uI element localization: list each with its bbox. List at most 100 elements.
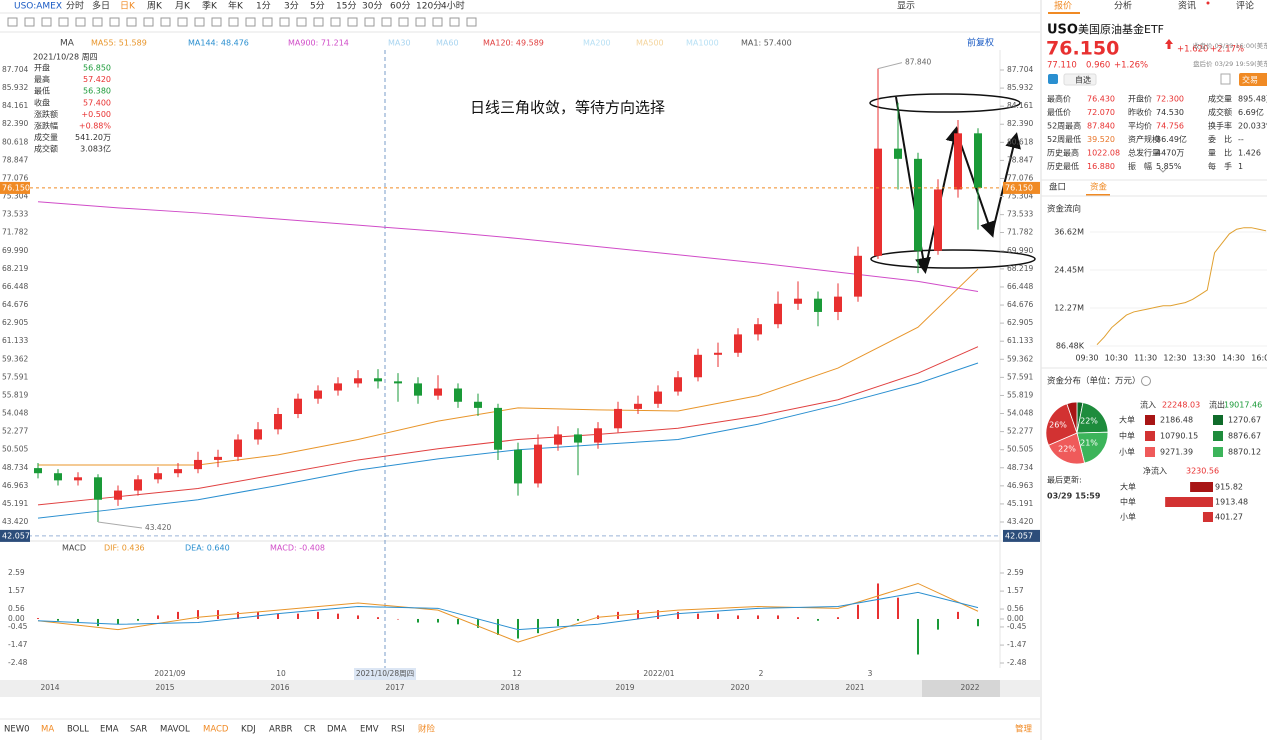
indicator-tab[interactable]: 财险 [418,724,436,735]
tool-icon[interactable] [381,17,392,27]
tool-icon[interactable] [41,17,52,27]
tool-icon[interactable] [58,17,69,27]
tool-icon[interactable] [347,17,358,27]
info-label: 最高 [34,74,50,84]
indicator-tab[interactable]: BOLL [67,725,89,735]
macd-bar [677,611,679,619]
period-tab[interactable]: 月K [175,1,191,12]
panel-tab[interactable]: 报价 [1054,0,1072,12]
watch-label[interactable]: 自选 [1075,75,1091,85]
manage-button[interactable]: 管理 [1015,724,1033,735]
period-tab[interactable]: 3分 [284,1,299,12]
period-tab[interactable]: 1分 [256,1,271,12]
period-tab[interactable]: 分时 [66,0,84,12]
navigator[interactable] [0,680,1040,697]
indicator-tab[interactable]: MA [41,725,54,735]
y-tick-label: 54.048 [1007,409,1033,418]
tool-icon[interactable] [75,17,86,27]
tool-icon[interactable] [228,17,239,27]
period-tab[interactable]: 5分 [310,1,325,12]
tool-icon[interactable] [143,17,154,27]
panel-tab[interactable]: 资讯 [1178,1,1196,12]
y-tick-label: 59.362 [1007,354,1033,363]
period-tab[interactable]: 4小时 [441,0,465,12]
period-tab[interactable]: 日K [120,1,136,12]
indicator-tab[interactable]: SAR [130,725,147,735]
icon[interactable] [1220,73,1231,85]
indicator-tab[interactable]: NEW0 [4,725,30,735]
tool-icon[interactable] [92,17,103,27]
macd-bar [497,618,499,635]
indicator-tab[interactable]: DMA [327,725,347,735]
subtab[interactable]: 盘口 [1049,182,1066,193]
candle-body [674,377,682,392]
panel-tab[interactable]: 评论 [1236,0,1254,12]
period-tab[interactable]: 周K [147,1,163,12]
tool-icon[interactable] [211,17,222,27]
period-tab[interactable]: 30分 [362,1,382,12]
macd-bar [477,618,479,628]
year-label: 2018 [500,683,519,692]
row-label: 大单 [1120,482,1136,492]
indicator-tab[interactable]: KDJ [241,725,256,735]
indicator-tab[interactable]: EMV [360,725,379,735]
tool-icon[interactable] [24,17,35,27]
tool-icon[interactable] [449,17,460,27]
tool-icon[interactable] [330,17,341,27]
tool-icon[interactable] [177,17,188,27]
tool-icon[interactable] [109,17,120,27]
price-tag [1003,529,1040,542]
macd-bar [397,618,399,620]
indicator-tab[interactable]: EMA [100,725,119,735]
trade-label[interactable]: 交易 [1242,75,1258,85]
period-tab[interactable]: 15分 [336,1,356,12]
y-tick-label: 78.847 [2,155,28,164]
indicator-tab[interactable]: ARBR [269,725,293,735]
indicator-tab[interactable]: MACD [203,725,229,735]
tool-icon[interactable] [279,17,290,27]
tool-icon[interactable] [296,17,307,27]
indicator-tab[interactable]: MAVOL [160,725,190,735]
tool-icon[interactable] [262,17,273,27]
tool-icon[interactable] [432,17,443,27]
period-tab[interactable]: 年K [228,0,244,12]
indicator-tab[interactable]: CR [304,725,316,735]
macd-legend: DEA: 0.640 [185,544,230,553]
panel-tab[interactable]: 分析 [1114,0,1132,12]
tool-icon[interactable] [126,17,137,27]
y-tick-label: -1.47 [1007,640,1027,649]
tool-icon[interactable] [398,17,409,27]
restore-mode[interactable]: 前复权 [967,37,994,49]
y-tick-label: 48.734 [2,463,28,472]
icon[interactable] [1048,74,1058,84]
tool-icon[interactable] [7,17,18,27]
cursor-price-label: 42.057 [1005,531,1033,540]
tool-icon[interactable] [194,17,205,27]
tool-icon[interactable] [364,17,375,27]
period-tab[interactable]: 60分 [390,1,410,12]
tool-icon[interactable] [466,17,477,27]
macd-bar [637,610,639,619]
display-menu[interactable]: 显示 [897,1,915,12]
navigator-window[interactable] [922,680,1000,697]
stat-label: 换手率 [1208,121,1232,131]
subtab[interactable]: 资金 [1090,182,1108,193]
tool-icon[interactable] [415,17,426,27]
watch-button[interactable] [1063,73,1097,86]
candle-body [714,352,722,355]
macd-bar [797,617,799,619]
candle-body [654,391,662,404]
indicator-tab[interactable]: RSI [391,725,405,735]
tool-icon[interactable] [313,17,324,27]
help-icon[interactable] [1141,376,1151,386]
candle-body [334,383,342,391]
tool-icon[interactable] [245,17,256,27]
trade-button[interactable] [1239,73,1267,86]
tool-icon[interactable] [160,17,171,27]
period-tab[interactable]: 季K [202,0,218,12]
period-tab[interactable]: 多日 [92,0,110,12]
period-tab[interactable]: 120分 [416,1,442,12]
info-label: 最低 [34,86,50,96]
expand-icon[interactable] [1158,167,1168,173]
net-value: 1913.48 [1215,498,1248,507]
